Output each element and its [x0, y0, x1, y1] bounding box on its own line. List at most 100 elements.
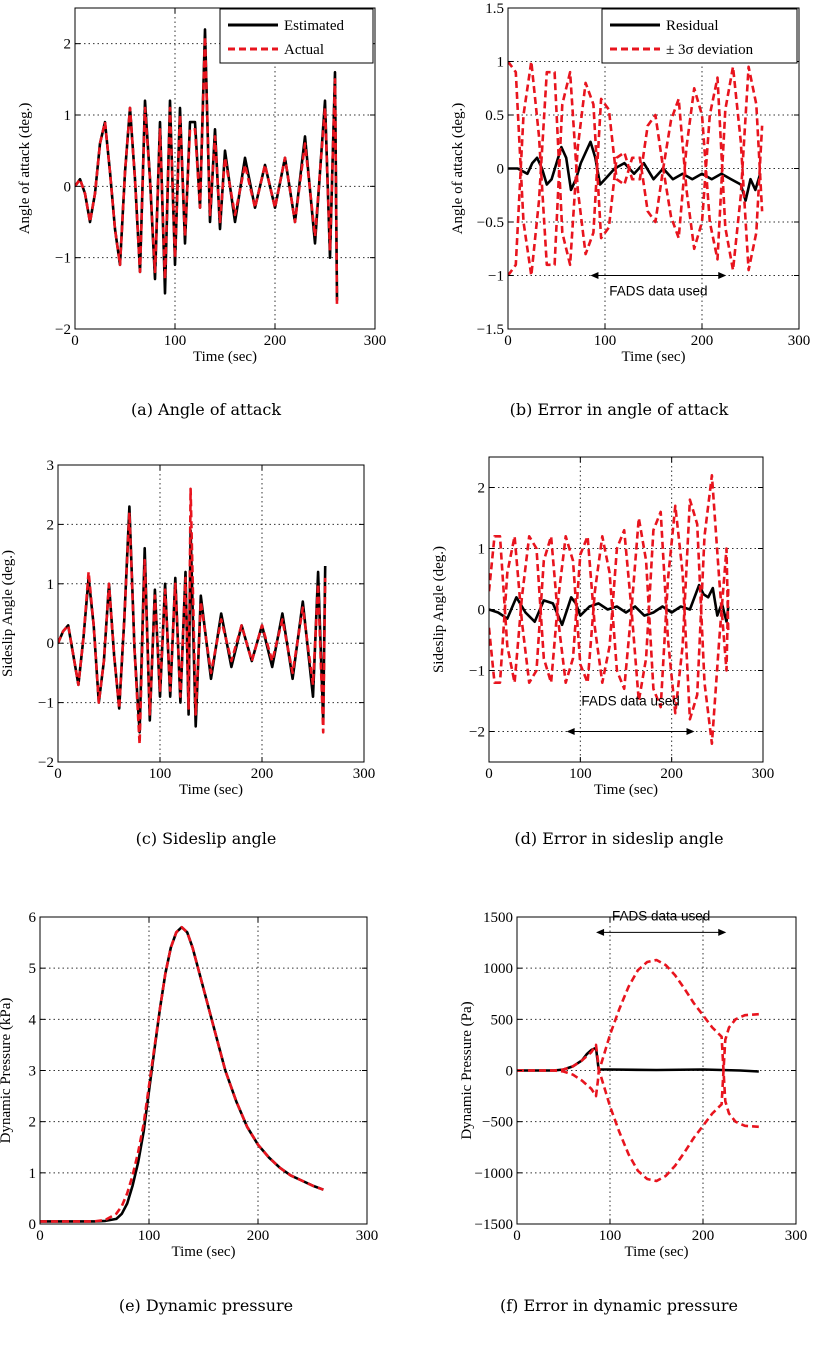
y-tick-label: 2: [64, 37, 72, 53]
y-tick-label: 0.5: [485, 108, 504, 124]
x-tick-label: 200: [264, 333, 287, 349]
series-line-1: [489, 473, 730, 721]
series-line-2: [517, 1069, 759, 1183]
y-tick-label: 0: [29, 1217, 37, 1233]
legend-entry: Actual: [284, 42, 324, 58]
series-line-1: [58, 487, 327, 746]
caption-d: (d) Error in sideslip angle: [514, 829, 724, 848]
caption-b: (b) Error in angle of attack: [509, 400, 729, 419]
x-tick-label: 0: [36, 1228, 44, 1244]
y-tick-label: 1: [29, 1166, 37, 1182]
y-tick-label: 500: [491, 1012, 514, 1028]
x-tick-label: 300: [356, 1228, 379, 1244]
y-tick-label: 0: [64, 179, 72, 195]
legend: Estimated Actual: [219, 8, 374, 64]
x-axis-label: Time (sec): [594, 782, 658, 798]
series-line-0: [58, 505, 327, 734]
legend-entry: Estimated: [284, 18, 344, 34]
chart-panel-0: 0 100 200 300 −2 −1 0 1 2 Time (sec) Angle of atta…: [17, 7, 386, 365]
y-tick-label: 2: [29, 1115, 37, 1131]
y-axis-label: Sideslip Angle (deg.): [0, 550, 16, 677]
legend-box: [219, 8, 374, 64]
x-tick-label: 100: [164, 333, 187, 349]
y-tick-label: −1500: [475, 1217, 513, 1233]
annotation-arrow-head-left: [596, 928, 605, 936]
legend-entry: Residual: [666, 18, 719, 34]
chart-panel-3: 0 100 200 300 −2 −1 0 1 2 Time (sec) Sideslip Angl…: [431, 456, 774, 798]
x-tick-label: 100: [599, 1228, 622, 1244]
y-tick-label: 1500: [483, 910, 513, 926]
x-tick-label: 200: [692, 1228, 715, 1244]
y-tick-label: −1: [488, 269, 504, 285]
y-tick-label: 3: [29, 1064, 37, 1080]
x-tick-label: 0: [513, 1228, 521, 1244]
y-tick-label: 1: [478, 542, 486, 558]
x-tick-label: 200: [660, 766, 683, 782]
x-tick-label: 300: [785, 1228, 808, 1244]
x-tick-label: 0: [54, 766, 62, 782]
caption-e: (e) Dynamic pressure: [118, 1296, 294, 1315]
y-tick-label: 1: [497, 55, 505, 71]
chart-panel-1: 0 100 200 300 −1.5 −1 −0.5 0 0.5 1 1.5 Time (sec) An…: [450, 1, 810, 365]
y-tick-label: 4: [29, 1012, 37, 1028]
series-line-0: [40, 925, 324, 1223]
y-tick-label: 0: [506, 1064, 514, 1080]
x-axis-label: Time (sec): [193, 349, 257, 365]
caption-a: (a) Angle of attack: [130, 400, 282, 419]
chart-panel-4: 0 100 200 300 0 1 2 3 4 5 6 Time (sec) Dynamic Press…: [0, 910, 378, 1260]
y-tick-label: 2: [47, 517, 55, 533]
series-line-0: [75, 28, 339, 301]
series-line-1: [40, 925, 324, 1223]
x-tick-label: 0: [504, 333, 512, 349]
y-tick-label: −2: [469, 725, 485, 741]
caption-f: (f) Error in dynamic pressure: [499, 1296, 738, 1315]
x-axis-label: Time (sec): [171, 1244, 235, 1260]
legend-box: [601, 8, 798, 64]
x-tick-label: 100: [594, 333, 617, 349]
x-tick-label: 100: [569, 766, 592, 782]
y-tick-label: −1: [55, 251, 71, 267]
legend: Residual ± 3σ deviation: [601, 8, 798, 64]
series-line-1: [75, 35, 339, 308]
y-tick-label: 1000: [483, 961, 513, 977]
y-tick-label: −1: [469, 664, 485, 680]
y-tick-label: −1.5: [477, 322, 504, 338]
x-tick-label: 0: [485, 766, 493, 782]
y-axis-label: Sideslip Angle (deg.): [431, 546, 447, 673]
annotation-label: FADS data used: [612, 908, 710, 923]
series-line-0: [508, 140, 762, 202]
x-tick-label: 100: [149, 766, 172, 782]
y-tick-label: 1: [64, 108, 72, 124]
plot-frame: [74, 7, 376, 330]
series-line-0: [489, 583, 730, 627]
y-tick-label: −2: [38, 755, 54, 771]
annotation-arrow-head-left: [590, 272, 599, 279]
x-tick-label: 200: [691, 333, 714, 349]
x-axis-label: Time (sec): [179, 782, 243, 798]
y-axis-label: Dynamic Pressure (kPa): [0, 998, 14, 1144]
x-tick-label: 200: [247, 1228, 270, 1244]
annotation-arrow-head-right: [718, 272, 727, 279]
annotation-arrow-head-right: [686, 728, 695, 735]
y-tick-label: 2: [478, 481, 486, 497]
x-tick-label: 0: [71, 333, 79, 349]
y-tick-label: 6: [29, 910, 37, 926]
annotation-label: FADS data used: [581, 694, 679, 709]
chart-panel-2: 0 100 200 300 −2 −1 0 1 2 3 Time (sec) Sideslip Ang…: [0, 458, 375, 798]
y-axis-label: Angle of attack (deg.): [450, 103, 466, 235]
y-tick-label: 1: [47, 577, 55, 593]
x-tick-label: 200: [251, 766, 274, 782]
y-axis-label: Dynamic Pressure (Pa): [459, 1001, 475, 1139]
plot-frame: [57, 464, 365, 763]
annotation-arrow-head-left: [566, 728, 575, 735]
y-tick-label: 0: [47, 636, 55, 652]
y-tick-label: −1: [38, 696, 54, 712]
y-tick-label: 5: [29, 961, 37, 977]
y-tick-label: 0: [497, 162, 505, 178]
y-tick-label: 3: [47, 458, 55, 474]
x-tick-label: 300: [353, 766, 376, 782]
annotation-arrow-head-right: [718, 928, 727, 936]
series-line-2: [489, 498, 730, 746]
y-tick-label: −500: [482, 1115, 513, 1131]
